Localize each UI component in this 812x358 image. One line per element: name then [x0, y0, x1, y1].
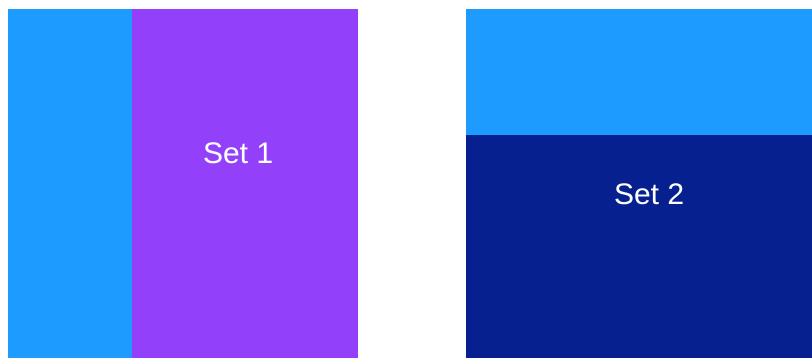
set-1-label: Set 1 [202, 137, 274, 170]
set-1-purple-block [132, 9, 358, 358]
set-2-panel: Set 2 [466, 9, 812, 358]
set-2-label: Set 2 [613, 178, 685, 211]
set-1-blue-block [8, 9, 132, 358]
set-2-blue-block [466, 9, 812, 135]
set-1-panel: Set 1 [8, 9, 358, 358]
set-2-navy-block [466, 135, 812, 358]
